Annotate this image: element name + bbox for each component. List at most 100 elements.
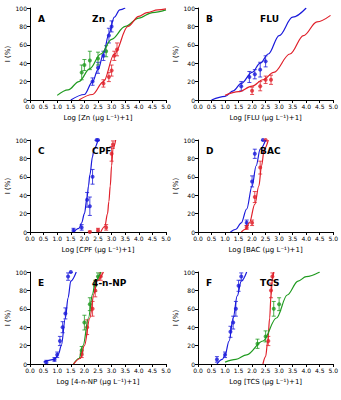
svg-text:I (%): I (%) (4, 46, 12, 63)
svg-text:0.5: 0.5 (39, 367, 49, 374)
svg-text:40: 40 (19, 324, 27, 331)
svg-text:0.0: 0.0 (193, 235, 203, 242)
svg-text:0.0: 0.0 (193, 367, 203, 374)
svg-text:4.0: 4.0 (134, 103, 144, 110)
svg-text:4.5: 4.5 (148, 367, 158, 374)
svg-text:2.5: 2.5 (261, 235, 271, 242)
svg-text:20: 20 (187, 210, 195, 217)
svg-text:CPF: CPF (92, 146, 111, 156)
svg-text:Log [BAC (µg L⁻¹)+1]: Log [BAC (µg L⁻¹)+1] (229, 246, 303, 254)
svg-text:80: 80 (19, 287, 27, 294)
svg-text:80: 80 (19, 155, 27, 162)
svg-text:0.0: 0.0 (25, 103, 35, 110)
svg-text:2.5: 2.5 (93, 103, 103, 110)
svg-text:2.0: 2.0 (80, 103, 90, 110)
svg-text:4.0: 4.0 (134, 367, 144, 374)
svg-text:0.5: 0.5 (207, 367, 217, 374)
svg-text:Zn: Zn (92, 14, 105, 24)
svg-text:E: E (38, 278, 44, 288)
svg-text:60: 60 (187, 173, 195, 180)
svg-text:3.5: 3.5 (120, 103, 130, 110)
svg-text:0.5: 0.5 (207, 235, 217, 242)
svg-text:3.0: 3.0 (107, 235, 117, 242)
svg-text:1.5: 1.5 (234, 235, 244, 242)
svg-text:0.5: 0.5 (207, 103, 217, 110)
svg-text:Log [TCS (µg L⁻¹)+1]: Log [TCS (µg L⁻¹)+1] (229, 378, 302, 386)
svg-text:80: 80 (187, 155, 195, 162)
svg-text:4-n-NP: 4-n-NP (92, 278, 127, 288)
svg-text:0.0: 0.0 (25, 235, 35, 242)
svg-text:3.5: 3.5 (288, 235, 298, 242)
svg-text:1.5: 1.5 (66, 235, 76, 242)
svg-text:2.5: 2.5 (93, 235, 103, 242)
svg-text:2.5: 2.5 (261, 367, 271, 374)
svg-text:4.5: 4.5 (148, 235, 158, 242)
svg-text:3.5: 3.5 (288, 367, 298, 374)
svg-text:2.0: 2.0 (247, 103, 257, 110)
svg-text:3.0: 3.0 (274, 235, 284, 242)
svg-text:60: 60 (187, 41, 195, 48)
svg-text:1.5: 1.5 (66, 367, 76, 374)
svg-text:80: 80 (19, 23, 27, 30)
svg-text:A: A (38, 14, 45, 24)
svg-text:20: 20 (19, 78, 27, 85)
svg-text:4.0: 4.0 (301, 367, 311, 374)
svg-text:I (%): I (%) (4, 310, 12, 327)
svg-text:4.5: 4.5 (315, 103, 325, 110)
svg-text:B: B (206, 14, 213, 24)
svg-text:20: 20 (187, 342, 195, 349)
svg-text:3.0: 3.0 (107, 367, 117, 374)
svg-text:40: 40 (187, 60, 195, 67)
svg-text:1.0: 1.0 (52, 235, 62, 242)
svg-text:2.0: 2.0 (80, 235, 90, 242)
svg-text:40: 40 (19, 192, 27, 199)
svg-text:FLU: FLU (260, 14, 279, 24)
svg-text:2.0: 2.0 (247, 235, 257, 242)
svg-text:1.5: 1.5 (234, 367, 244, 374)
svg-text:3.5: 3.5 (120, 367, 130, 374)
svg-text:100: 100 (184, 269, 196, 276)
svg-text:4.0: 4.0 (134, 235, 144, 242)
svg-text:80: 80 (187, 287, 195, 294)
svg-text:5.0: 5.0 (328, 367, 338, 374)
svg-text:2.5: 2.5 (261, 103, 271, 110)
svg-text:4.5: 4.5 (315, 367, 325, 374)
svg-text:1.0: 1.0 (52, 103, 62, 110)
svg-text:Log [Zn (µg L⁻¹)+1]: Log [Zn (µg L⁻¹)+1] (64, 114, 133, 122)
svg-text:5.0: 5.0 (328, 235, 338, 242)
svg-text:I (%): I (%) (172, 178, 180, 195)
svg-text:40: 40 (187, 324, 195, 331)
svg-text:1.0: 1.0 (52, 367, 62, 374)
svg-text:60: 60 (187, 305, 195, 312)
svg-text:60: 60 (19, 41, 27, 48)
svg-text:TCS: TCS (260, 278, 279, 288)
svg-text:Log [CPF (µg L⁻¹)+1]: Log [CPF (µg L⁻¹)+1] (62, 246, 135, 254)
svg-text:20: 20 (19, 342, 27, 349)
svg-text:C: C (38, 146, 45, 156)
svg-text:3.5: 3.5 (288, 103, 298, 110)
svg-text:4.0: 4.0 (301, 103, 311, 110)
svg-text:20: 20 (187, 78, 195, 85)
svg-text:60: 60 (19, 173, 27, 180)
svg-text:80: 80 (187, 23, 195, 30)
svg-text:5.0: 5.0 (161, 235, 171, 242)
svg-text:0.0: 0.0 (25, 367, 35, 374)
svg-text:5.0: 5.0 (161, 103, 171, 110)
svg-text:2.5: 2.5 (93, 367, 103, 374)
svg-text:0.5: 0.5 (39, 235, 49, 242)
svg-text:1.0: 1.0 (220, 103, 230, 110)
svg-text:F: F (206, 278, 212, 288)
svg-text:4.5: 4.5 (315, 235, 325, 242)
svg-text:100: 100 (16, 269, 28, 276)
svg-text:1.0: 1.0 (220, 235, 230, 242)
svg-text:5.0: 5.0 (328, 103, 338, 110)
svg-text:Log [FLU (µg L⁻¹)+1]: Log [FLU (µg L⁻¹)+1] (229, 114, 302, 122)
svg-text:1.0: 1.0 (220, 367, 230, 374)
svg-text:D: D (206, 146, 213, 156)
svg-text:5.0: 5.0 (161, 367, 171, 374)
svg-text:100: 100 (16, 137, 28, 144)
svg-text:2.0: 2.0 (247, 367, 257, 374)
svg-text:3.0: 3.0 (274, 103, 284, 110)
svg-text:100: 100 (16, 5, 28, 12)
svg-text:BAC: BAC (260, 146, 281, 156)
